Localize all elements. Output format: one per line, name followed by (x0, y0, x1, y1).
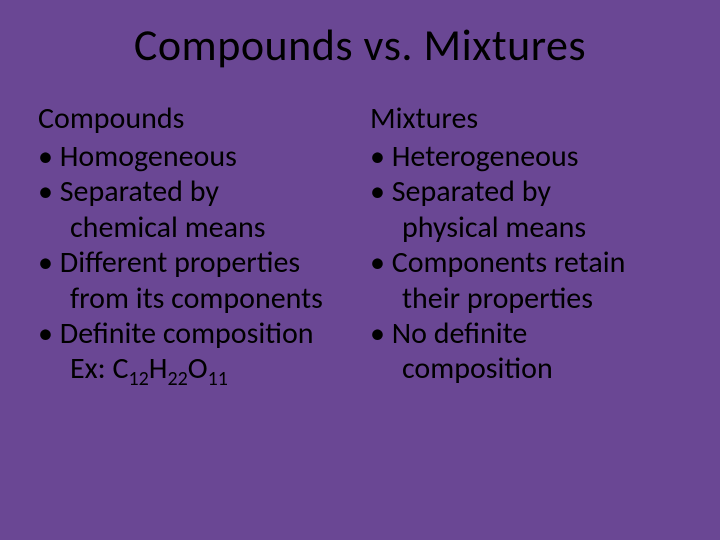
formula-sub: 22 (167, 367, 187, 391)
compounds-heading: Compounds (38, 100, 350, 137)
mixtures-list: Heterogeneous Separated byphysical means… (370, 139, 682, 387)
formula-sub: 12 (128, 367, 148, 391)
formula-prefix: Ex: C (70, 350, 128, 387)
bullet-text: Homogeneous (60, 138, 237, 175)
formula-sub: 11 (208, 367, 228, 391)
slide: Compounds vs. Mixtures Compounds Homogen… (0, 0, 720, 540)
formula-el: O (188, 350, 208, 387)
bullet-text: Definite composition (60, 315, 314, 352)
bullet-text: Separated by (60, 173, 219, 210)
compounds-list: Homogeneous Separated bychemical means D… (38, 139, 350, 387)
bullet-text: Separated by (392, 173, 551, 210)
column-compounds: Compounds Homogeneous Separated bychemic… (38, 100, 350, 387)
bullet-text-cont: chemical means (70, 209, 265, 246)
formula-line: Ex: C12H22O11 (70, 350, 228, 387)
list-item: Separated byphysical means (370, 174, 682, 245)
bullet-text-cont: composition (402, 350, 553, 387)
slide-title: Compounds vs. Mixtures (38, 18, 682, 72)
list-item: Different propertiesfrom its components (38, 245, 350, 316)
bullet-text-cont: physical means (402, 209, 586, 246)
bullet-text-cont: from its components (70, 280, 323, 317)
mixtures-heading: Mixtures (370, 100, 682, 137)
bullet-text-cont: their properties (402, 280, 593, 317)
column-mixtures: Mixtures Heterogeneous Separated byphysi… (370, 100, 682, 387)
list-item: No definitecomposition (370, 316, 682, 387)
formula-el: H (149, 350, 168, 387)
columns: Compounds Homogeneous Separated bychemic… (38, 100, 682, 387)
list-item: Homogeneous (38, 139, 350, 174)
list-item: Definite compositionEx: C12H22O11 (38, 316, 350, 387)
bullet-text: Components retain (392, 244, 626, 281)
bullet-text: Different properties (60, 244, 300, 281)
bullet-text: No definite (392, 315, 528, 352)
list-item: Heterogeneous (370, 139, 682, 174)
bullet-text: Heterogeneous (392, 138, 579, 175)
list-item: Separated bychemical means (38, 174, 350, 245)
list-item: Components retaintheir properties (370, 245, 682, 316)
